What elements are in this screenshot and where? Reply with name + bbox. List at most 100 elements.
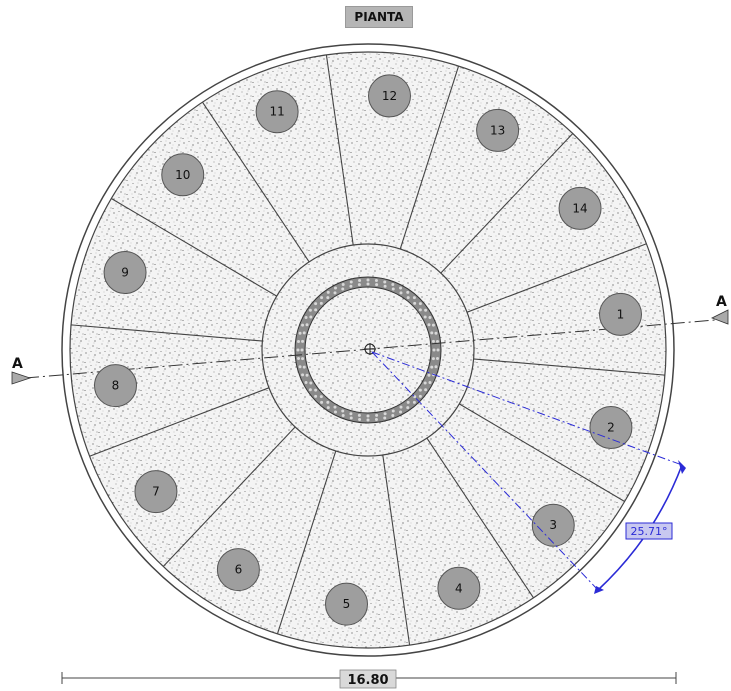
core-dot: [341, 283, 345, 287]
section-marker-left-label: A: [12, 356, 23, 372]
core-dot: [309, 315, 313, 319]
core-dot: [406, 290, 410, 294]
segment-line: [202, 101, 311, 264]
core-dot: [302, 365, 306, 369]
core-dot: [326, 296, 330, 300]
core-dot: [391, 287, 395, 291]
core-dot: [413, 301, 417, 305]
angle-dimension: [371, 351, 686, 594]
core-dot: [428, 315, 432, 319]
pile-label-7: 7: [152, 485, 160, 499]
segment-line: [89, 386, 272, 457]
core-dot: [432, 348, 436, 352]
core-dot: [435, 340, 439, 344]
pile-label-1: 1: [617, 307, 625, 321]
core-dot: [357, 413, 361, 417]
segment-lines: [71, 54, 665, 646]
core-dot: [296, 348, 300, 352]
core-dot: [431, 357, 435, 361]
pile-14: [558, 186, 602, 230]
diameter-dimension-label: 16.80: [347, 673, 388, 688]
core-dot: [298, 365, 302, 369]
core-dot: [391, 409, 395, 413]
segment-line: [471, 358, 665, 376]
pile-3: [531, 503, 575, 547]
core-dot: [357, 283, 361, 287]
pile-label-5: 5: [343, 597, 351, 611]
core-dot: [341, 409, 345, 413]
core-dot: [314, 308, 318, 312]
core-dot: [349, 416, 353, 420]
core-dot: [314, 388, 318, 392]
core-reinforcement: [296, 278, 440, 422]
core-dot: [399, 286, 403, 290]
segment-line: [381, 452, 411, 646]
pile-label-3: 3: [549, 518, 557, 532]
core-dot: [326, 400, 330, 404]
segment-line: [111, 198, 279, 298]
segment-line: [464, 243, 647, 314]
segment-line: [276, 448, 337, 635]
pile-label-8: 8: [112, 379, 120, 393]
segment-line: [425, 436, 534, 599]
segment-line: [439, 133, 574, 275]
core-dot: [412, 400, 416, 404]
pile-11: [255, 90, 299, 134]
core-dot: [297, 340, 301, 344]
pile-label-6: 6: [235, 563, 243, 577]
core-dot: [428, 381, 432, 385]
segment-line: [71, 324, 265, 342]
core-dot: [319, 301, 323, 305]
core-dot: [349, 284, 353, 288]
core-dot: [366, 278, 370, 282]
pile-label-9: 9: [121, 266, 129, 280]
core-dot: [383, 284, 387, 288]
core-dot: [431, 339, 435, 343]
core-dot: [412, 296, 416, 300]
core-dot: [358, 417, 362, 421]
core-dot: [418, 308, 422, 312]
pile-1: [599, 292, 643, 336]
core-dot: [391, 413, 395, 417]
core-dot: [424, 388, 428, 392]
core-dot: [424, 308, 428, 312]
core-dot: [383, 416, 387, 420]
section-marker-right: A: [711, 294, 729, 325]
plan-title: PIANTA: [345, 6, 413, 28]
core-dot: [427, 323, 431, 327]
core-dot: [418, 388, 422, 392]
center-mark: [364, 343, 376, 355]
core-dot: [301, 373, 305, 377]
angle-dimension-label-bg: [625, 522, 673, 540]
pile-label-12: 12: [382, 89, 397, 103]
core-dot: [406, 400, 410, 404]
core-dot: [399, 291, 403, 295]
core-dot: [320, 296, 324, 300]
pile-label-10: 10: [175, 168, 190, 182]
core-dot: [430, 331, 434, 335]
core-dot: [304, 381, 308, 385]
core-dot: [434, 331, 438, 335]
core-dot: [374, 279, 378, 283]
core-dot: [430, 365, 434, 369]
core-dot: [301, 339, 305, 343]
core-dot: [298, 331, 302, 335]
pile-13: [476, 108, 520, 152]
core-dot: [308, 388, 312, 392]
core-dot: [406, 406, 410, 410]
pile-2: [589, 405, 633, 449]
core-dot: [435, 356, 439, 360]
core-dot: [301, 357, 305, 361]
core-dot: [302, 331, 306, 335]
section-marker-right-label: A: [716, 294, 727, 310]
core-dot: [423, 381, 427, 385]
core-dot: [341, 413, 345, 417]
core-dot: [333, 410, 337, 414]
core-dot: [349, 412, 353, 416]
core-dot: [341, 287, 345, 291]
pile-10: [161, 153, 205, 197]
segment-line: [162, 425, 297, 567]
core-dot: [309, 381, 313, 385]
